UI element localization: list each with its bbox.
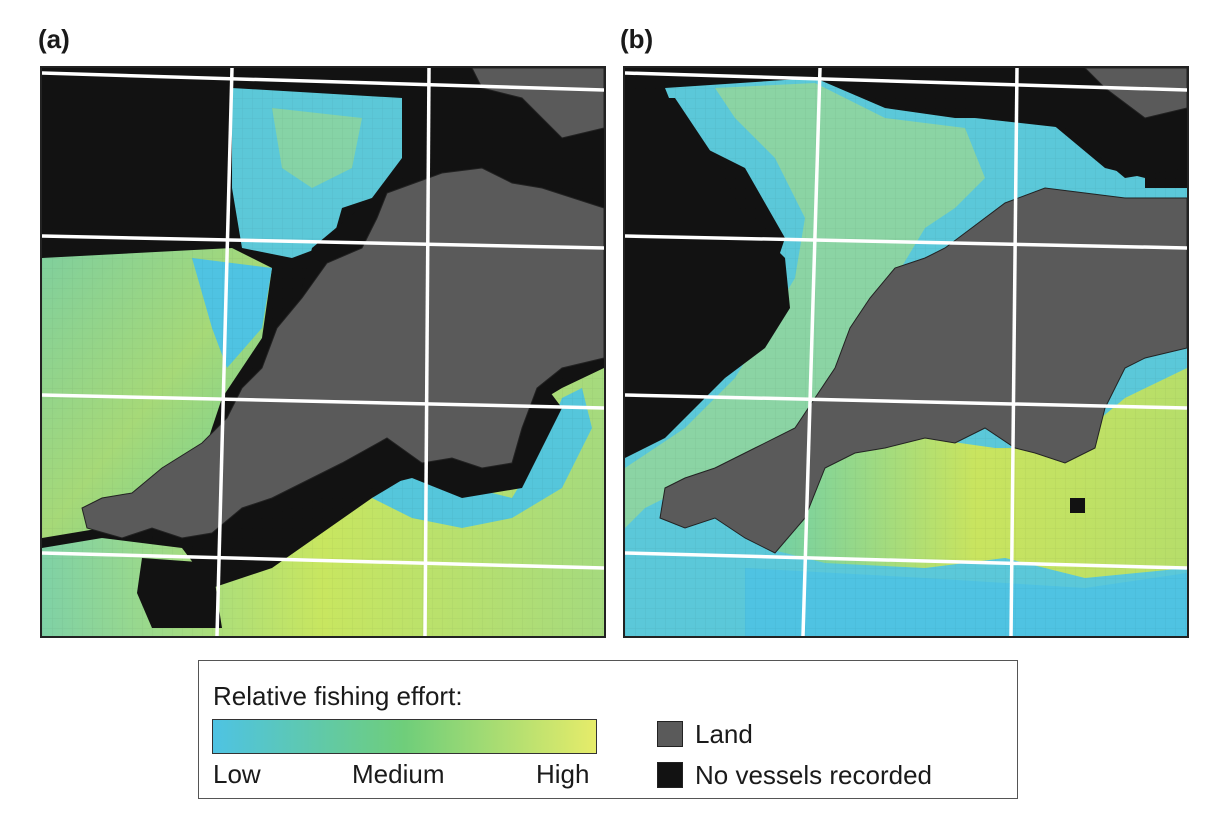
scale-label-low: Low	[213, 759, 261, 789]
scale-label-high: High	[536, 759, 590, 789]
land-peninsula	[81, 167, 604, 539]
scale-label-medium: Medium	[352, 759, 445, 789]
no-vessels-patch-sw	[137, 558, 222, 628]
effort-color-scale	[212, 719, 597, 754]
land-north	[1084, 68, 1187, 119]
panel-label-b: (b)	[620, 24, 654, 54]
land-key-label: Land	[695, 719, 753, 749]
land-swatch	[657, 721, 683, 747]
map-a-graphic	[42, 68, 604, 636]
land-peninsula	[659, 187, 1187, 554]
no-vessels-key-label: No vessels recorded	[695, 760, 932, 790]
no-vessels-swatch	[657, 762, 683, 788]
map-b-graphic	[625, 68, 1187, 636]
no-vessels-west	[625, 98, 790, 458]
map-panel-b	[623, 66, 1189, 638]
graticule	[625, 68, 1187, 636]
legend-title: Relative fishing effort:	[213, 681, 463, 711]
no-vessels-patch	[1070, 498, 1085, 513]
panel-label-a: (a)	[38, 24, 70, 54]
graticule	[42, 68, 604, 636]
map-panel-a	[40, 66, 606, 638]
legend: Relative fishing effort: Low Medium High…	[198, 660, 1018, 799]
